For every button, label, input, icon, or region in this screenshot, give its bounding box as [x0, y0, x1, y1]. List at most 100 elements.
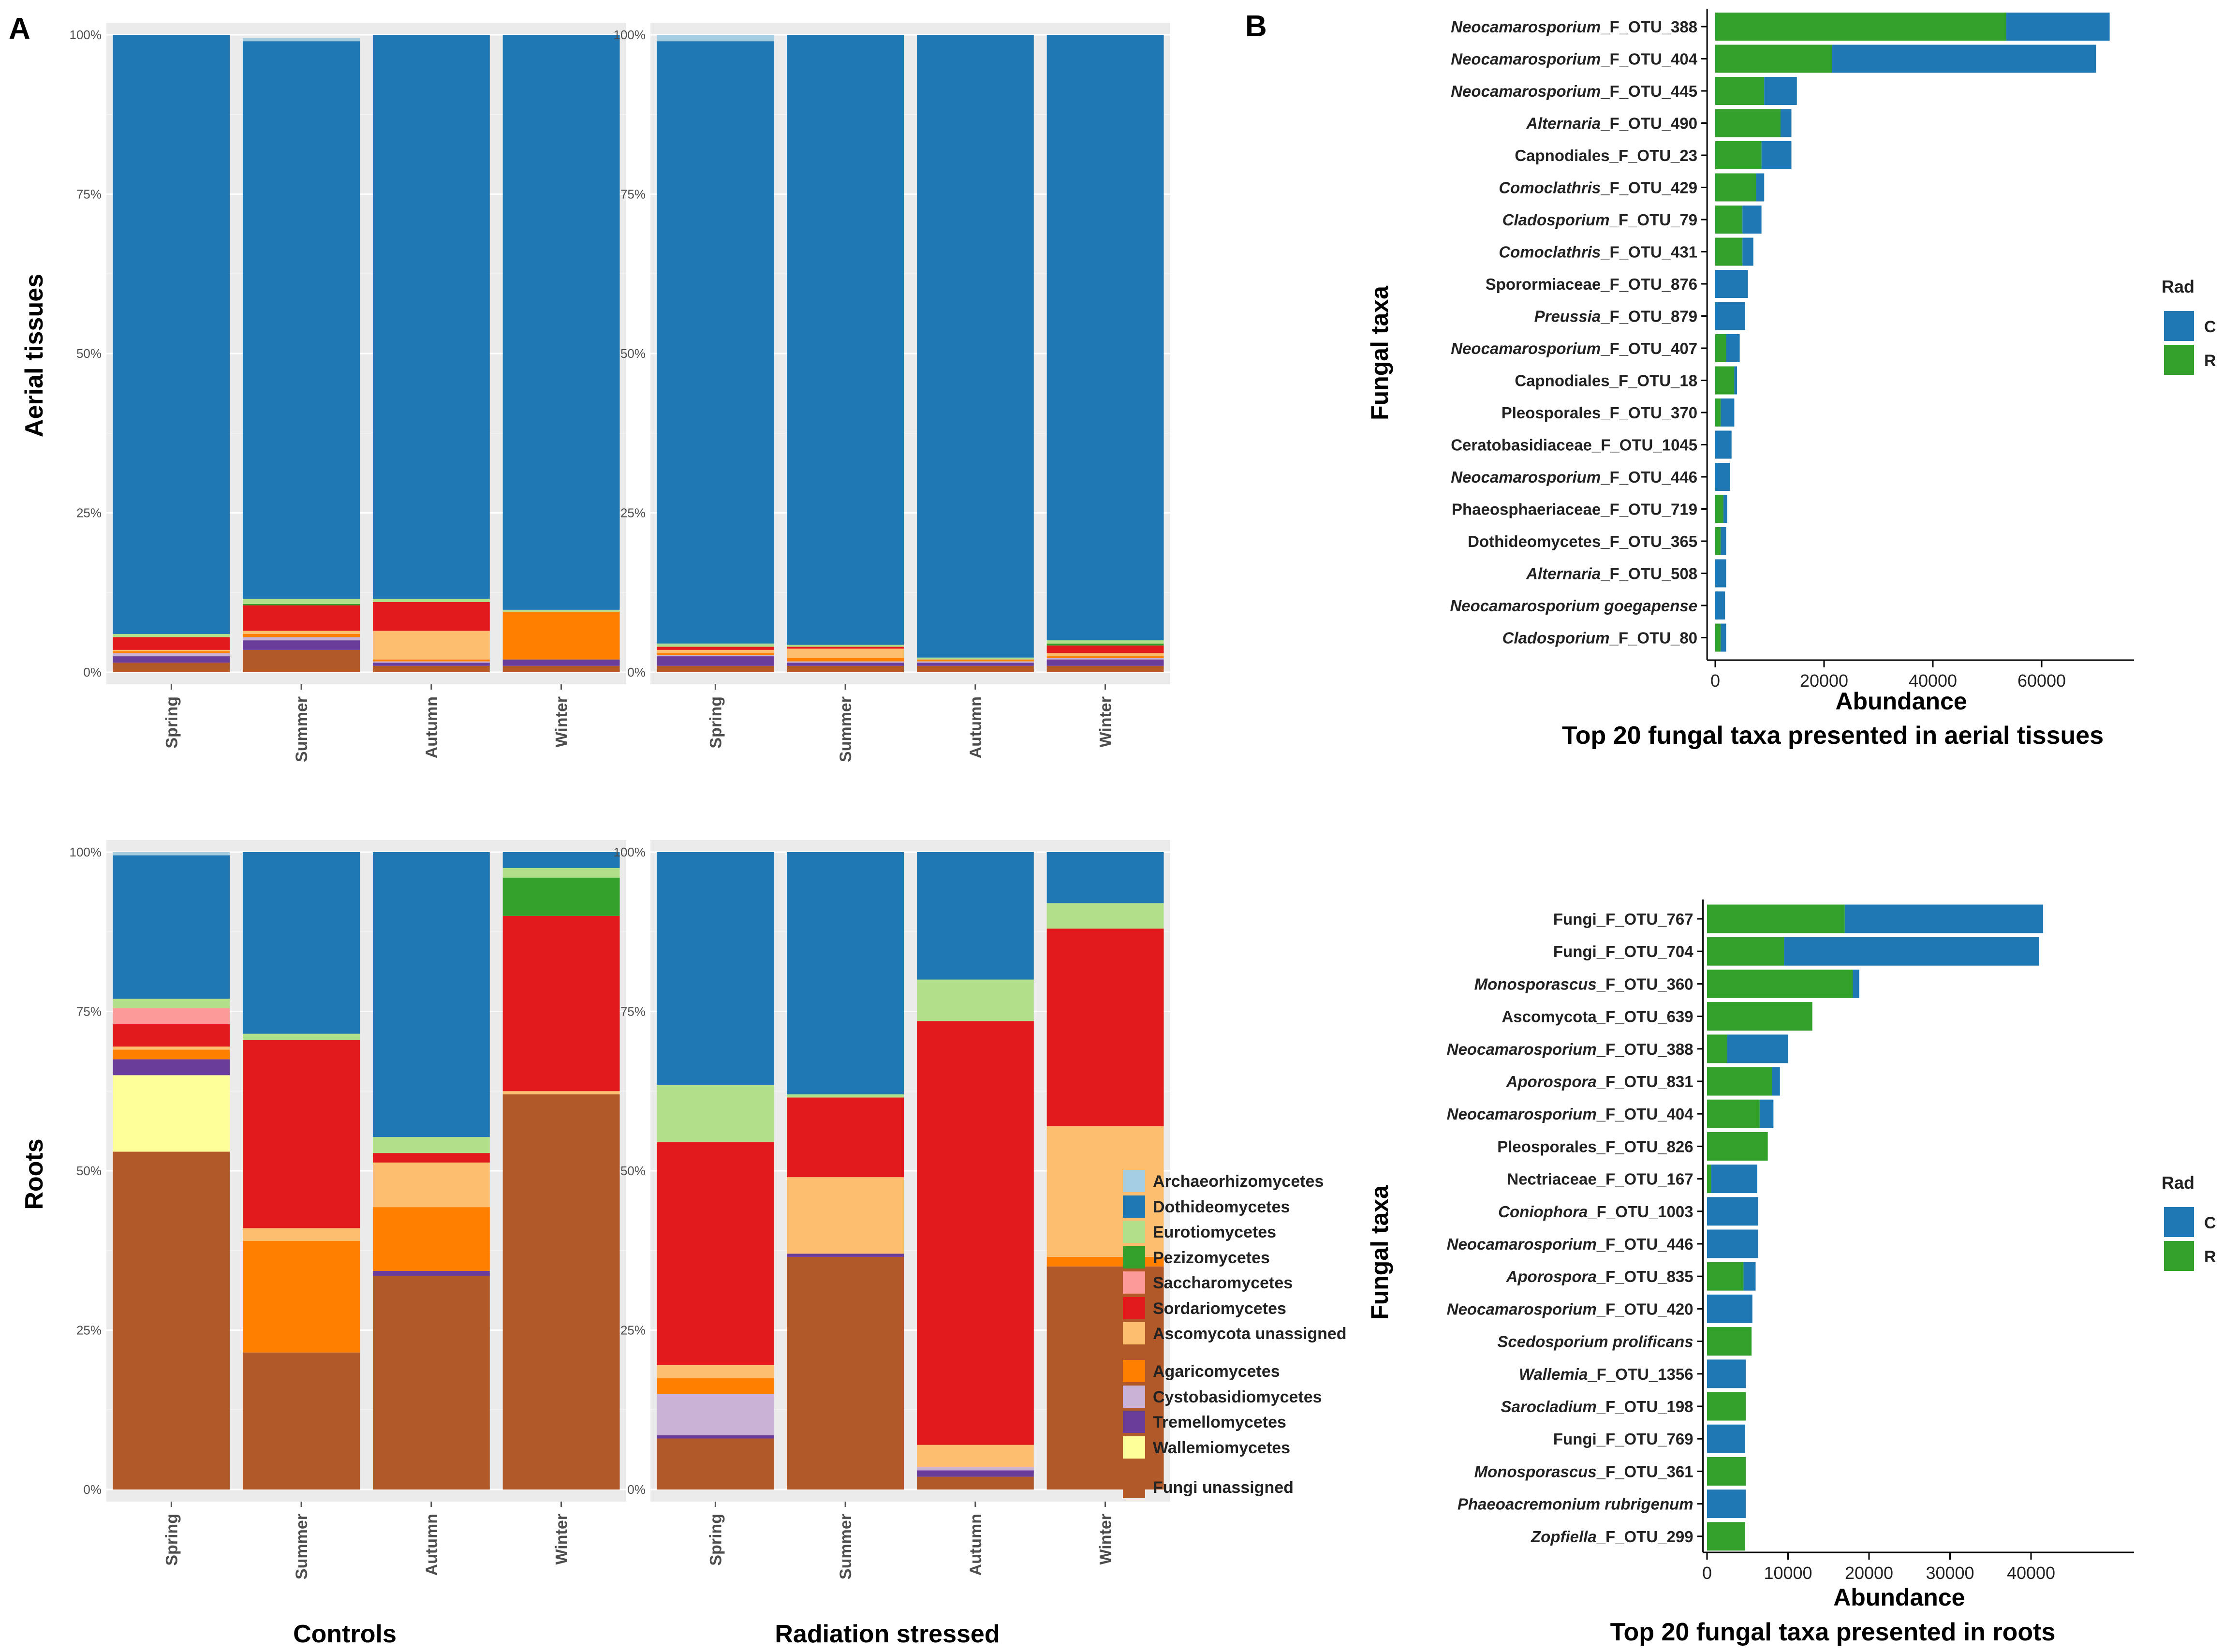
legend-swatch-wallemiomycetes — [1123, 1436, 1145, 1459]
bar-segment-fungi-unassigned — [916, 665, 1034, 672]
bar-segment-eurotiomycetes — [113, 634, 230, 637]
bar-segment-dothideomycetes — [502, 852, 620, 868]
legend-label-pezizomycetes: Pezizomycetes — [1153, 1249, 1270, 1267]
bar-segment-ascomycota-unassigned — [787, 1177, 904, 1254]
y-tick-label: 100% — [70, 845, 102, 859]
x-tick-label-spring: Spring — [707, 1514, 725, 1566]
x-tick-label: 10000 — [1764, 1563, 1812, 1583]
bar-segment-archaeorhizomycetes — [243, 38, 360, 42]
bar-segment-cystobasidiomycetes — [243, 637, 360, 641]
y-tick-label-wallemia-f-otu-1356: Wallemia_F_OTU_1356 — [1519, 1365, 1693, 1383]
bar-c-neocamarosporium-f-otu-420 — [1707, 1294, 1752, 1323]
legend-label-fungi-unassigned: Fungi unassigned — [1153, 1478, 1294, 1497]
bar-segment-dothideomycetes — [243, 41, 360, 599]
bar-segment-ascomycota-unassigned — [916, 1445, 1034, 1467]
bar-segment-wallemiomycetes — [113, 1075, 230, 1152]
taxon-genus: Preussia — [1534, 308, 1601, 325]
bar-r-pleosporales-f-otu-826 — [1707, 1132, 1768, 1161]
x-tick-label-summer: Summer — [837, 1514, 855, 1579]
x-tick-label-winter: Winter — [1097, 1514, 1115, 1564]
bar-segment-fungi-unassigned — [243, 649, 360, 672]
bar-segment-sordariomycetes — [372, 602, 490, 631]
taxon-otu: _F_OTU_446 — [1600, 468, 1697, 486]
taxon-genus: Alternaria — [1526, 565, 1601, 583]
y-tick-label-monosporascus-f-otu-361: Monosporascus_F_OTU_361 — [1474, 1462, 1693, 1480]
taxon-genus: Neocamarosporium — [1451, 339, 1601, 357]
taxon-otu: _F_OTU_446 — [1596, 1235, 1693, 1253]
taxon-otu: Sporormiaceae_F_OTU_876 — [1486, 275, 1697, 293]
taxon-otu: _F_OTU_360 — [1596, 975, 1693, 993]
y-tick-label-comoclathris-f-otu-429: Comoclathris_F_OTU_429 — [1499, 179, 1697, 197]
bar-r-aporospora-f-otu-831 — [1707, 1067, 1772, 1096]
taxon-otu: _F_OTU_490 — [1600, 115, 1697, 133]
bar-segment-sordariomycetes — [1046, 929, 1164, 1126]
taxon-genus: Cladosporium — [1502, 629, 1610, 647]
y-tick-label: 50% — [620, 346, 646, 361]
taxon-otu: _F_OTU_831 — [1596, 1073, 1693, 1091]
taxon-genus: Neocamarosporium — [1447, 1235, 1597, 1253]
bar-r-neocamarosporium-f-otu-407 — [1715, 334, 1726, 362]
y-tick-label-pleosporales-f-otu-370: Pleosporales_F_OTU_370 — [1502, 404, 1697, 422]
bar-c-capnodiales-f-otu-23 — [1761, 141, 1792, 169]
y-tick-label: 25% — [620, 506, 646, 520]
y-tick-label-neocamarosporium-f-otu-388: Neocamarosporium_F_OTU_388 — [1451, 18, 1697, 36]
legend-swatch-fungi-unassigned — [1123, 1476, 1145, 1498]
bar-segment-tremellomycetes — [916, 663, 1034, 666]
bar-segment-dothideomycetes — [916, 35, 1034, 658]
x-axis-title: Abundance — [1833, 1584, 1965, 1611]
legend-label-r: R — [2204, 352, 2216, 370]
y-tick-label-preussia-f-otu-879: Preussia_F_OTU_879 — [1534, 308, 1698, 325]
x-axis-title: Abundance — [1835, 688, 1967, 715]
taxon-genus: Neocamarosporium — [1447, 1105, 1597, 1123]
bar-segment-fungi-unassigned — [113, 663, 230, 672]
legend-label-c: C — [2204, 1214, 2216, 1232]
bar-r-comoclathris-f-otu-431 — [1715, 237, 1743, 266]
y-tick-label: 25% — [76, 1323, 102, 1338]
y-tick-label-comoclathris-f-otu-431: Comoclathris_F_OTU_431 — [1499, 243, 1697, 261]
bar-segment-eurotiomycetes — [243, 599, 360, 604]
bar-c-alternaria-f-otu-490 — [1781, 109, 1792, 137]
bar-c-aporospora-f-otu-835 — [1743, 1262, 1756, 1291]
bar-segment-fungi-unassigned — [113, 1151, 230, 1490]
bar-segment-sordariomycetes — [243, 1040, 360, 1228]
taxon-otu: _F_OTU_835 — [1596, 1268, 1693, 1285]
legend-swatch-r — [2164, 1241, 2194, 1271]
taxon-otu: _F_OTU_1356 — [1587, 1365, 1693, 1383]
bar-segment-fungi-unassigned — [372, 665, 490, 672]
taxon-otu: _F_OTU_388 — [1600, 18, 1697, 36]
taxon-otu: Fungi_F_OTU_767 — [1553, 910, 1693, 928]
bar-segment-eurotiomycetes — [372, 1137, 490, 1153]
row-label-roots: Roots — [20, 1138, 48, 1210]
y-axis-title: Fungal taxa — [1366, 285, 1393, 420]
taxon-genus: Aporospora — [1506, 1268, 1597, 1285]
aerial-chart-title: Top 20 fungal taxa presented in aerial t… — [1562, 722, 2104, 750]
y-tick-label-zopfiella-f-otu-299: Zopfiella_F_OTU_299 — [1531, 1528, 1693, 1546]
bar-segment-agaricomycetes — [243, 1240, 360, 1353]
taxon-genus: Phaeoacremonium rubrigenum — [1457, 1495, 1693, 1513]
bar-segment-agaricomycetes — [1046, 656, 1164, 659]
row-label-aerial: Aerial tissues — [20, 274, 48, 437]
bar-segment-cystobasidiomycetes — [113, 653, 230, 657]
taxon-genus: Sarocladium — [1501, 1398, 1597, 1416]
bar-c-neocamarosporium-goegapense — [1715, 591, 1725, 620]
bar-segment-dothideomycetes — [113, 35, 230, 634]
bar-segment-ascomycota-unassigned — [372, 631, 490, 660]
legend-swatch-pezizomycetes — [1123, 1246, 1145, 1268]
bar-r-neocamarosporium-f-otu-404 — [1707, 1099, 1760, 1128]
taxon-otu: Pleosporales_F_OTU_370 — [1502, 404, 1697, 422]
legend-swatch-dothideomycetes — [1123, 1195, 1145, 1218]
bar-segment-cystobasidiomycetes — [1046, 658, 1164, 660]
bar-segment-eurotiomycetes — [657, 1085, 774, 1142]
bar-c-monosporascus-f-otu-360 — [1853, 969, 1859, 998]
y-tick-label-ascomycota-f-otu-639: Ascomycota_F_OTU_639 — [1502, 1008, 1693, 1026]
bar-segment-tremellomycetes — [243, 640, 360, 650]
bar-segment-archaeorhizomycetes — [113, 852, 230, 856]
bar-c-cladosporium-f-otu-79 — [1742, 206, 1762, 234]
legend-swatch-archaeorhizomycetes — [1123, 1170, 1145, 1192]
bar-segment-agaricomycetes — [372, 659, 490, 662]
x-tick-label-summer: Summer — [293, 696, 311, 762]
bar-c-pleosporales-f-otu-370 — [1721, 398, 1735, 427]
y-tick-label-aporospora-f-otu-835: Aporospora_F_OTU_835 — [1506, 1268, 1693, 1285]
x-tick-label-autumn: Autumn — [423, 696, 441, 758]
bar-segment-fungi-unassigned — [243, 1352, 360, 1490]
